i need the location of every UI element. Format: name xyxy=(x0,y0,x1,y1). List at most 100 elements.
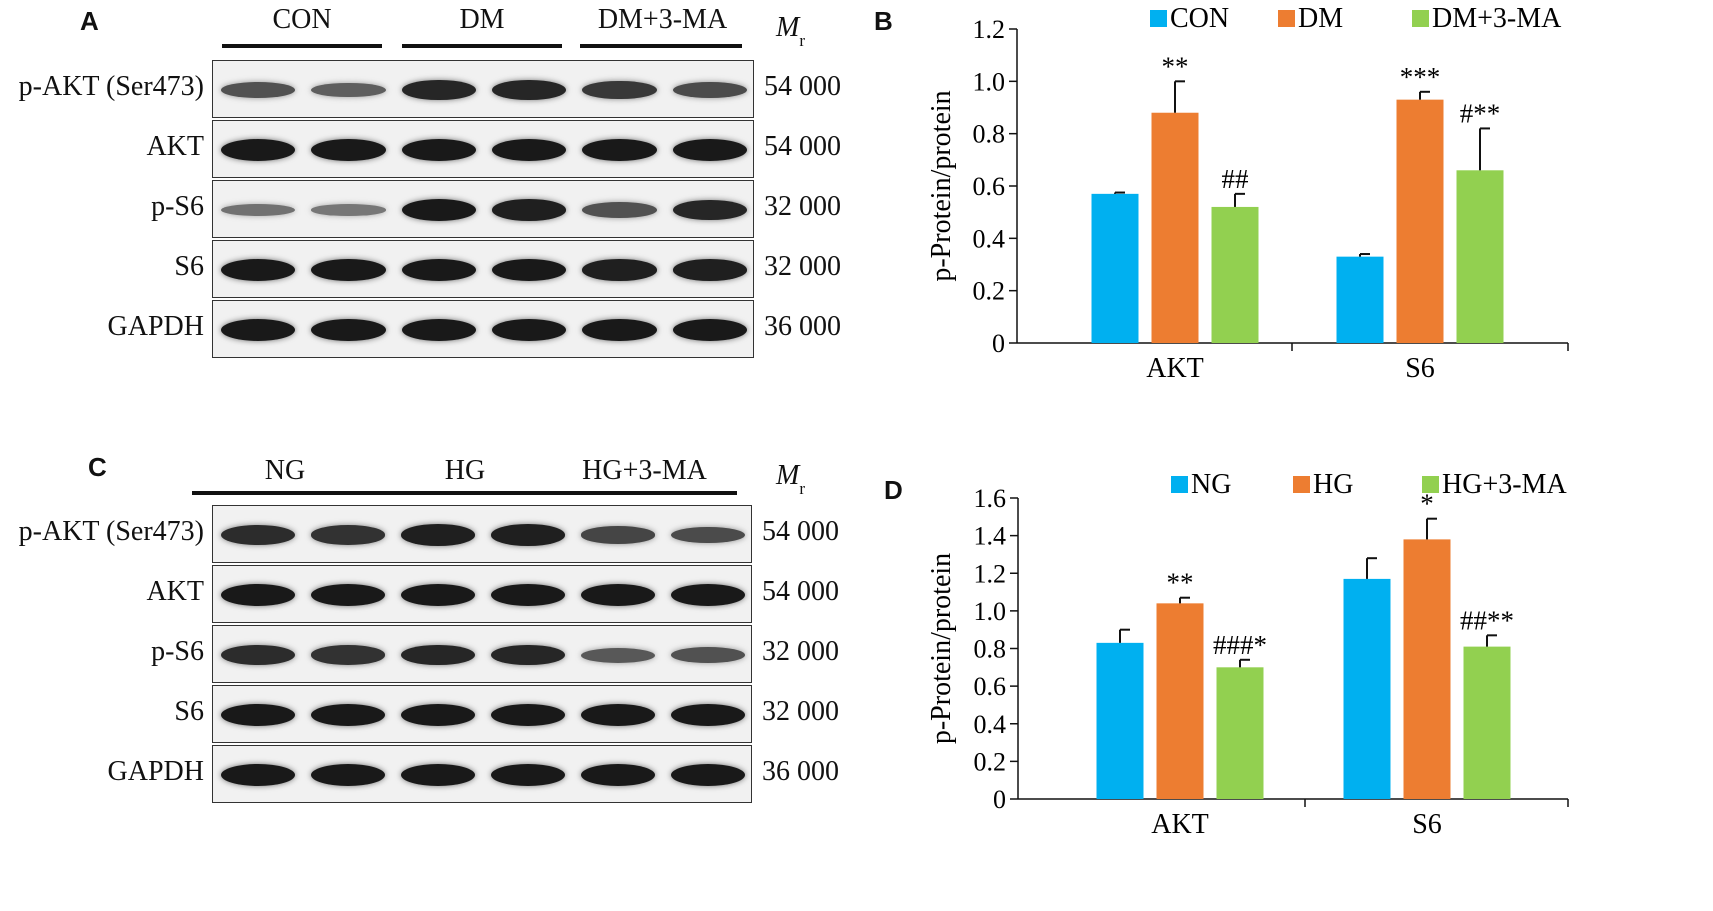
blot-band xyxy=(221,584,295,606)
blot-band xyxy=(582,319,657,341)
blot-band xyxy=(401,764,475,786)
blot-band xyxy=(581,526,655,544)
bar xyxy=(1151,112,1199,343)
legend-swatch xyxy=(1278,10,1295,27)
blot-band xyxy=(582,139,657,161)
blot-band xyxy=(672,319,747,341)
bar xyxy=(1403,539,1451,799)
blot-row-label: S6 xyxy=(174,251,204,282)
significance-label: * xyxy=(1420,489,1434,519)
blot-band xyxy=(311,645,385,665)
blot-band xyxy=(581,647,655,663)
blot-strip xyxy=(212,565,752,623)
blot-band xyxy=(671,526,745,544)
group-underline xyxy=(402,44,562,48)
bar xyxy=(1096,642,1144,799)
blot-band xyxy=(582,80,657,100)
blot-row-label: GAPDH xyxy=(107,756,204,787)
blot-band xyxy=(311,204,386,216)
y-tick-label: 0.2 xyxy=(974,747,1007,776)
blot-row-label: p-AKT (Ser473) xyxy=(18,516,204,547)
blot-row-label: AKT xyxy=(146,576,204,607)
blot-band xyxy=(221,645,295,665)
legend-swatch xyxy=(1412,10,1429,27)
blot-band xyxy=(311,139,386,161)
x-tick-label: AKT xyxy=(1151,809,1209,840)
blot-band xyxy=(311,82,386,98)
y-tick-label: 0.6 xyxy=(973,172,1006,201)
blot-band xyxy=(581,704,655,726)
blot-band xyxy=(311,704,385,726)
legend-label: DM+3-MA xyxy=(1432,3,1562,34)
blot-band xyxy=(581,764,655,786)
bar xyxy=(1396,99,1444,344)
blot-band xyxy=(671,584,745,606)
blot-band xyxy=(491,764,565,786)
bar xyxy=(1343,578,1391,799)
y-tick-label: 1.0 xyxy=(974,597,1007,626)
significance-label: *** xyxy=(1400,62,1441,92)
blot-band xyxy=(491,644,565,666)
blot-strip xyxy=(212,180,754,238)
y-tick-label: 0 xyxy=(993,785,1006,814)
blot-band xyxy=(401,584,475,606)
y-tick-label: 1.0 xyxy=(973,67,1006,96)
legend-swatch xyxy=(1422,476,1439,493)
legend-label: CON xyxy=(1170,3,1229,34)
mr-label: Mr xyxy=(776,460,805,498)
blot-strip xyxy=(212,60,754,118)
y-tick-label: 0.6 xyxy=(974,672,1007,701)
blot-band xyxy=(491,524,565,546)
group-underline xyxy=(192,491,378,495)
blot-band xyxy=(401,704,475,726)
legend-label: NG xyxy=(1191,469,1231,500)
panel-letter-b: B xyxy=(874,6,893,36)
blot-band xyxy=(672,259,747,281)
blot-band xyxy=(582,259,657,281)
y-tick-label: 0.2 xyxy=(973,277,1006,306)
blot-row-label: p-S6 xyxy=(151,191,204,222)
molecular-weight-label: 36 000 xyxy=(762,756,839,787)
panel-letter-a: A xyxy=(80,6,99,36)
legend-swatch xyxy=(1150,10,1167,27)
significance-label: ## xyxy=(1222,164,1250,194)
significance-label: #** xyxy=(1460,98,1501,128)
blot-row-label: S6 xyxy=(174,696,204,727)
y-tick-label: 0 xyxy=(992,329,1005,358)
blot-band xyxy=(672,81,747,99)
blot-band xyxy=(492,139,567,161)
blot-strip xyxy=(212,625,752,683)
blot-band xyxy=(221,139,296,161)
blot-strip xyxy=(212,300,754,358)
blot-band xyxy=(671,704,745,726)
blot-band xyxy=(311,584,385,606)
blot-band xyxy=(491,704,565,726)
blot-band xyxy=(221,203,296,217)
molecular-weight-label: 32 000 xyxy=(764,251,841,282)
molecular-weight-label: 54 000 xyxy=(762,516,839,547)
blot-band xyxy=(311,259,386,281)
blot-band xyxy=(492,79,567,101)
bar xyxy=(1156,603,1204,799)
x-tick-label: S6 xyxy=(1412,809,1442,840)
blot-band xyxy=(491,584,565,606)
blot-band xyxy=(221,764,295,786)
y-tick-label: 0.4 xyxy=(974,710,1007,739)
blot-band xyxy=(401,139,476,161)
legend-label: HG+3-MA xyxy=(1442,469,1567,500)
blot-band xyxy=(492,259,567,281)
y-tick-label: 0.8 xyxy=(973,120,1006,149)
blot-band xyxy=(221,259,296,281)
blot-band xyxy=(581,584,655,606)
x-tick-label: AKT xyxy=(1146,353,1204,384)
y-axis-label: p-Protein/protein xyxy=(926,90,957,281)
legend-swatch xyxy=(1171,476,1188,493)
x-tick-label: S6 xyxy=(1405,353,1435,384)
y-tick-label: 1.6 xyxy=(974,484,1007,513)
blot-strip xyxy=(212,505,752,563)
blot-band xyxy=(672,199,747,221)
bar-chart-b: 0 0.2 0.4 0.6 0.8 1.0 1.2 p-Protein/protein AKT S… xyxy=(926,3,1569,384)
blot-band xyxy=(221,82,296,98)
y-tick-label: 1.2 xyxy=(973,15,1006,44)
blot-band xyxy=(671,764,745,786)
